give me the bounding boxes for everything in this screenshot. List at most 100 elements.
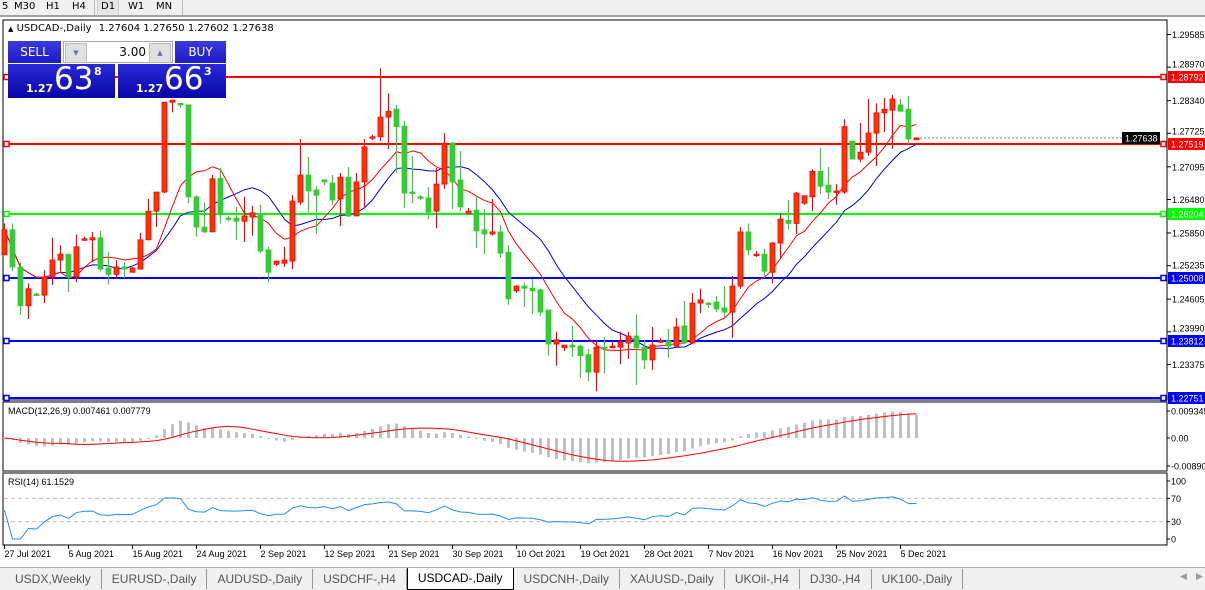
macd-histogram-bar [603, 438, 606, 463]
candle-body [745, 231, 752, 251]
macd-histogram-bar [203, 427, 206, 438]
macd-histogram-bar [683, 438, 686, 452]
candle [473, 195, 480, 248]
level-anchor-handle[interactable] [1160, 73, 1167, 81]
candle [713, 296, 720, 313]
macd-histogram-bar [891, 411, 894, 438]
level-price-label: 1.27519 [1171, 140, 1204, 150]
buy-button[interactable]: BUY [175, 41, 226, 63]
candle-body [873, 112, 880, 134]
level-anchor-handle[interactable] [3, 210, 10, 218]
timeframe-h1[interactable]: H1 [46, 1, 60, 12]
macd-histogram-bar [483, 438, 486, 441]
timeframe-5[interactable]: 5 [2, 1, 9, 12]
candle-body [433, 183, 440, 212]
candle-body [185, 104, 192, 198]
lot-size-value[interactable]: 3.00 [119, 45, 146, 59]
candle [745, 223, 752, 256]
chart-tab-usdchf-h4[interactable]: USDCHF-,H4 [313, 569, 407, 589]
date-tick-label: 28 Oct 2021 [645, 549, 694, 559]
macd-histogram-bar [579, 438, 582, 463]
candle-body [593, 346, 600, 373]
lot-size-stepper[interactable]: ▼ 3.00 ▲ [63, 41, 173, 63]
level-anchor-handle[interactable] [1160, 140, 1167, 148]
chart-tab-eurusd-daily[interactable]: EURUSD-,Daily [102, 569, 208, 589]
candle-body [273, 260, 280, 265]
macd-histogram-bar [643, 438, 646, 458]
date-tick-label: 21 Sep 2021 [389, 549, 440, 559]
date-tick-label: 5 Aug 2021 [69, 549, 115, 559]
candle [665, 329, 672, 358]
candle [601, 337, 608, 374]
macd-histogram-bar [515, 438, 518, 450]
sell-button[interactable]: SELL [8, 41, 61, 63]
date-tick-label: 16 Nov 2021 [773, 549, 824, 559]
increase-lot-button[interactable]: ▲ [149, 43, 171, 63]
timeframe-h4[interactable]: H4 [72, 1, 86, 12]
macd-histogram-bar [187, 422, 190, 438]
candle [417, 195, 424, 201]
scroll-left-icon[interactable]: ◀ [1180, 572, 1187, 582]
timeframe-m30[interactable]: M30 [14, 1, 36, 12]
price-panel-frame [2, 19, 1168, 401]
chart-tab-usdcad-daily[interactable]: USDCAD-,Daily [406, 568, 514, 590]
candle [153, 191, 160, 228]
candle-body [697, 299, 704, 304]
chart-tab-audusd-daily[interactable]: AUDUSD-,Daily [207, 569, 314, 589]
current-price-label-bg [1122, 132, 1160, 144]
candle [497, 224, 504, 258]
candle-body [617, 341, 624, 348]
sell-price[interactable]: 1.27 63 8 [8, 61, 115, 98]
level-anchor-handle[interactable] [3, 274, 10, 282]
chart-tab-dj30-h4[interactable]: DJ30-,H4 [800, 569, 872, 589]
candle [777, 212, 784, 258]
candle [313, 186, 320, 235]
macd-histogram-bar [675, 438, 678, 453]
timeframe-mn[interactable]: MN [156, 1, 173, 12]
candle [761, 248, 768, 279]
chart-tab-uk100-daily[interactable]: UK100-,Daily [872, 569, 964, 589]
level-anchor-handle[interactable] [1160, 337, 1167, 345]
candle-body [761, 253, 768, 272]
level-anchor-handle[interactable] [1160, 394, 1167, 402]
candle-body [441, 142, 448, 185]
candle-body [681, 325, 688, 344]
candle [409, 155, 416, 204]
candle [177, 102, 184, 109]
chart-tab-ukoil-h4[interactable]: UKOil-,H4 [725, 569, 800, 589]
candle [529, 279, 536, 315]
candle [385, 93, 392, 150]
candle-body [153, 191, 160, 212]
candle [257, 204, 264, 254]
chart-tab-xauusd-daily[interactable]: XAUUSD-,Daily [620, 569, 725, 589]
macd-histogram-bar [443, 432, 446, 438]
level-price-label: 1.22751 [1171, 394, 1204, 404]
candle [1, 223, 8, 256]
candle-body [57, 253, 64, 261]
candle [705, 302, 712, 308]
timeframe-d1[interactable]: D1 [97, 0, 120, 15]
candle-body [161, 101, 168, 193]
candle [849, 140, 856, 160]
chart-tab-usdcnh-daily[interactable]: USDCNH-,Daily [514, 569, 620, 589]
level-anchor-handle[interactable] [1160, 274, 1167, 282]
buy-price[interactable]: 1.27 66 3 [118, 61, 226, 98]
candle-body [97, 237, 104, 270]
candle [537, 288, 544, 316]
decrease-lot-button[interactable]: ▼ [65, 43, 87, 63]
candle [425, 187, 432, 220]
level-anchor-handle[interactable] [3, 394, 10, 402]
candle-body [537, 289, 544, 313]
scroll-right-icon[interactable]: ▶ [1196, 572, 1203, 582]
level-price-label-bg [1168, 71, 1205, 83]
price-tick-label: 1.24605 [1172, 295, 1205, 305]
level-anchor-handle[interactable] [1160, 210, 1167, 218]
collapse-triangle-icon[interactable]: ▲ [8, 25, 14, 33]
candle-body [377, 116, 384, 138]
level-anchor-handle[interactable] [3, 337, 10, 345]
chart-tab-usdx-weekly[interactable]: USDX,Weekly [5, 569, 102, 589]
timeframe-w1[interactable]: W1 [128, 1, 145, 12]
level-anchor-handle[interactable] [3, 140, 10, 148]
candle-body [561, 344, 568, 349]
